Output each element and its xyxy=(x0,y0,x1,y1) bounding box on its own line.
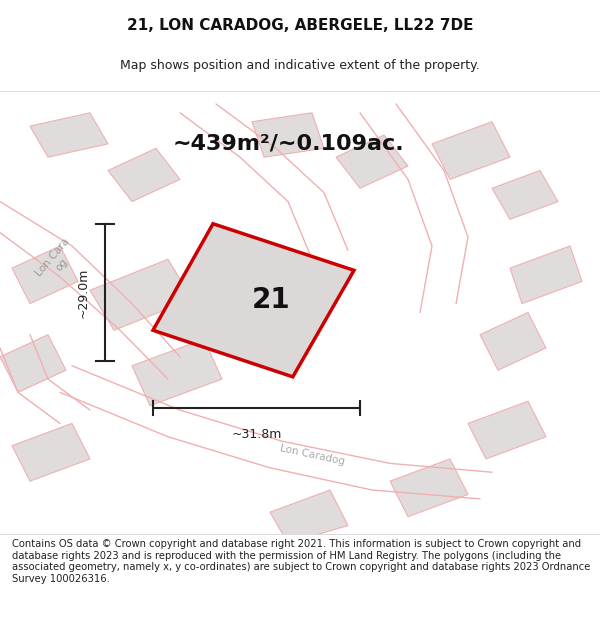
Text: Map shows position and indicative extent of the property.: Map shows position and indicative extent… xyxy=(120,59,480,72)
Text: 21: 21 xyxy=(252,286,290,314)
Polygon shape xyxy=(108,148,180,201)
Polygon shape xyxy=(132,339,222,406)
Text: ~31.8m: ~31.8m xyxy=(232,428,281,441)
Polygon shape xyxy=(492,171,558,219)
Polygon shape xyxy=(468,401,546,459)
Text: Contains OS data © Crown copyright and database right 2021. This information is : Contains OS data © Crown copyright and d… xyxy=(12,539,590,584)
Polygon shape xyxy=(390,459,468,517)
Polygon shape xyxy=(270,490,348,543)
Polygon shape xyxy=(252,112,324,157)
Text: ~29.0m: ~29.0m xyxy=(77,268,90,318)
Polygon shape xyxy=(480,312,546,370)
Polygon shape xyxy=(510,246,582,304)
Text: 21, LON CARADOG, ABERGELE, LL22 7DE: 21, LON CARADOG, ABERGELE, LL22 7DE xyxy=(127,18,473,33)
Polygon shape xyxy=(12,424,90,481)
Polygon shape xyxy=(30,112,108,157)
Polygon shape xyxy=(0,335,66,392)
Polygon shape xyxy=(153,224,354,377)
Polygon shape xyxy=(336,135,408,188)
Text: Lon Cara
og: Lon Cara og xyxy=(34,237,80,286)
Polygon shape xyxy=(12,246,78,304)
Polygon shape xyxy=(432,122,510,179)
Polygon shape xyxy=(90,259,192,330)
Text: ~439m²/~0.109ac.: ~439m²/~0.109ac. xyxy=(172,134,404,154)
Text: Lon Caradog: Lon Caradog xyxy=(278,442,346,466)
